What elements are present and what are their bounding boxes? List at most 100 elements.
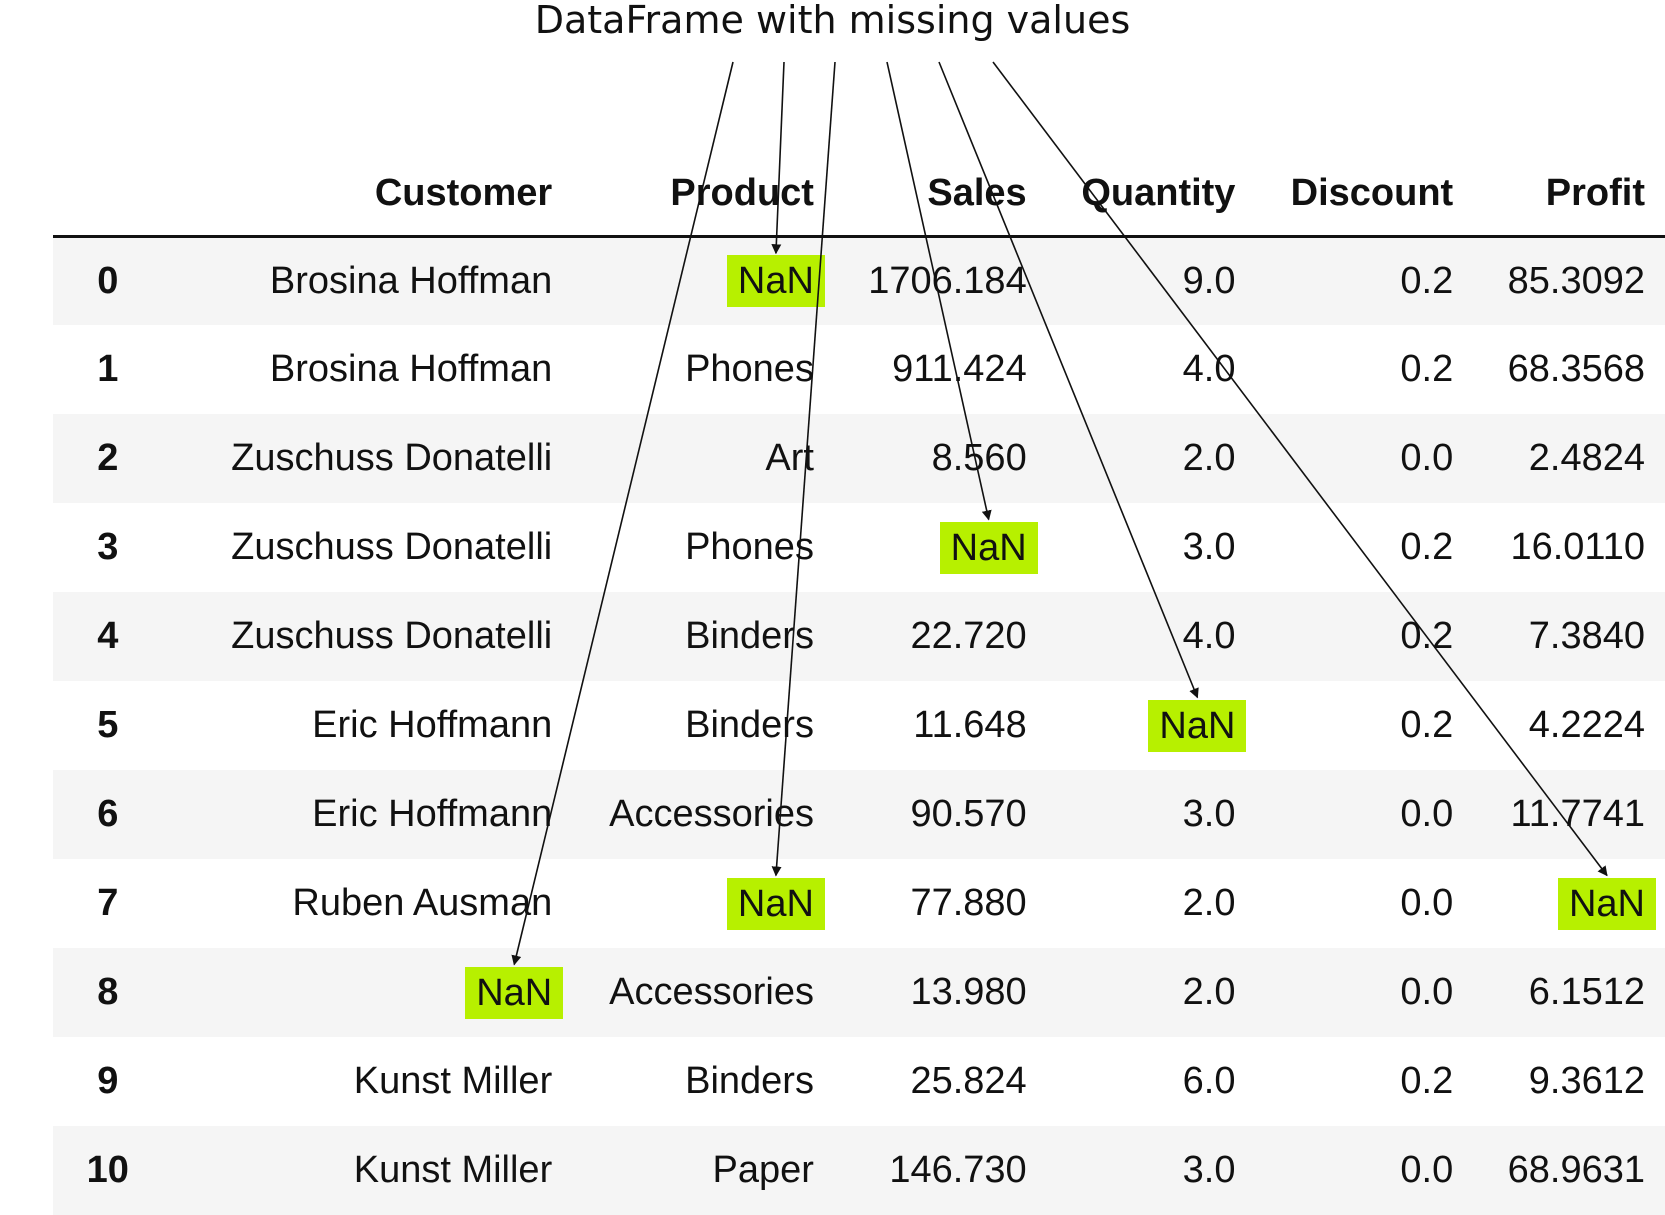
cell-product: Accessories — [609, 971, 814, 1013]
nan-highlight: NaN — [939, 521, 1038, 574]
cell-discount: 0.0 — [1400, 1149, 1454, 1191]
column-header-product: Product — [564, 152, 826, 238]
row-index: 1 — [97, 348, 119, 390]
table-row: 3 Zuschuss Donatelli Phones NaN 3.0 0.2 16.011… — [53, 503, 1665, 592]
cell-customer: Kunst Miller — [353, 1149, 553, 1191]
column-header-index — [53, 152, 163, 238]
cell-customer: Kunst Miller — [353, 1060, 553, 1102]
nan-highlight: NaN — [1557, 877, 1656, 930]
cell-sales: 77.880 — [910, 882, 1027, 924]
nan-highlight: NaN — [726, 255, 825, 308]
nan-highlight: NaN — [465, 966, 564, 1019]
cell-profit: 2.4824 — [1528, 437, 1645, 479]
table-row: 6 Eric Hoffmann Accessories 90.570 3.0 0.0 11.… — [53, 770, 1665, 859]
cell-quantity: 4.0 — [1182, 615, 1236, 657]
cell-sales: 90.570 — [910, 793, 1027, 835]
cell-customer: Zuschuss Donatelli — [231, 526, 553, 568]
nan-highlight: NaN — [726, 877, 825, 930]
row-index: 6 — [97, 793, 119, 835]
cell-quantity: 2.0 — [1182, 971, 1236, 1013]
cell-sales: 1706.184 — [868, 259, 1027, 302]
cell-profit: 68.9631 — [1507, 1149, 1645, 1191]
table-row: 8 NaN Accessories 13.980 2.0 0.0 6.1512 — [53, 948, 1665, 1037]
row-index: 9 — [97, 1060, 119, 1102]
dataframe-container: Customer Product Sales Quantity Discount… — [53, 152, 1665, 1215]
cell-product: Phones — [685, 348, 814, 390]
cell-quantity: 2.0 — [1182, 882, 1236, 924]
table-row: 2 Zuschuss Donatelli Art 8.560 2.0 0.0 2.4824 — [53, 414, 1665, 503]
cell-quantity: 4.0 — [1182, 348, 1236, 390]
dataframe-body: 0 Brosina Hoffman NaN 1706.184 9.0 0.2 85.3092… — [53, 236, 1665, 1215]
cell-discount: 0.0 — [1400, 793, 1454, 835]
cell-discount: 0.0 — [1400, 437, 1454, 479]
cell-profit: 68.3568 — [1507, 348, 1645, 390]
header-row: Customer Product Sales Quantity Discount… — [53, 152, 1665, 238]
cell-profit: 85.3092 — [1507, 259, 1645, 302]
cell-quantity: 3.0 — [1182, 1149, 1236, 1191]
table-row: 0 Brosina Hoffman NaN 1706.184 9.0 0.2 85.3092 — [53, 236, 1665, 325]
cell-product: Binders — [685, 1060, 814, 1102]
cell-sales: 911.424 — [892, 348, 1027, 390]
cell-product: Accessories — [609, 793, 814, 835]
cell-customer: Brosina Hoffman — [269, 348, 553, 390]
table-row: 4 Zuschuss Donatelli Binders 22.720 4.0 0.2 7.… — [53, 592, 1665, 681]
row-index: 2 — [97, 437, 119, 479]
cell-customer: Brosina Hoffman — [269, 259, 553, 302]
cell-profit: 4.2224 — [1528, 704, 1645, 746]
cell-product: Binders — [685, 704, 814, 746]
cell-product: NaN — [564, 859, 826, 948]
cell-quantity: NaN — [1039, 681, 1248, 770]
diagram-title: DataFrame with missing values — [534, 0, 1131, 42]
column-header-customer: Customer — [162, 152, 565, 238]
cell-customer: Zuschuss Donatelli — [231, 615, 553, 657]
cell-profit: NaN — [1465, 859, 1665, 948]
cell-customer: Eric Hoffmann — [312, 704, 553, 746]
cell-discount: 0.2 — [1400, 1060, 1454, 1102]
cell-profit: 7.3840 — [1528, 615, 1645, 657]
cell-sales: 11.648 — [913, 704, 1027, 746]
cell-sales: NaN — [826, 503, 1039, 592]
column-header-quantity: Quantity — [1038, 152, 1248, 238]
cell-customer: Eric Hoffmann — [312, 793, 553, 835]
cell-customer: Ruben Ausman — [292, 882, 553, 924]
cell-quantity: 3.0 — [1182, 526, 1236, 568]
cell-customer: Zuschuss Donatelli — [231, 437, 553, 479]
table-row: 9 Kunst Miller Binders 25.824 6.0 0.2 9.3612 — [53, 1037, 1665, 1126]
row-index: 3 — [97, 526, 119, 568]
cell-sales: 13.980 — [910, 971, 1027, 1013]
row-index: 7 — [97, 882, 119, 924]
cell-discount: 0.0 — [1400, 882, 1454, 924]
table-row: 1 Brosina Hoffman Phones 911.424 4.0 0.2 68.35… — [53, 325, 1665, 414]
nan-highlight: NaN — [1148, 699, 1247, 752]
cell-sales: 146.730 — [889, 1149, 1027, 1191]
column-header-profit: Profit — [1465, 152, 1665, 238]
row-index: 8 — [97, 971, 119, 1013]
table-row: 10 Kunst Miller Paper 146.730 3.0 0.0 68.9631 — [53, 1126, 1665, 1215]
cell-discount: 0.2 — [1400, 526, 1454, 568]
dataframe-table: Customer Product Sales Quantity Discount… — [53, 152, 1665, 1215]
cell-quantity: 3.0 — [1182, 793, 1236, 835]
cell-sales: 8.560 — [931, 437, 1027, 479]
cell-quantity: 6.0 — [1182, 1060, 1236, 1102]
cell-profit: 6.1512 — [1528, 971, 1645, 1013]
cell-discount: 0.2 — [1400, 615, 1454, 657]
cell-product: Binders — [685, 615, 814, 657]
table-row: 7 Ruben Ausman NaN 77.880 2.0 0.0 NaN — [53, 859, 1665, 948]
column-header-sales: Sales — [825, 152, 1039, 238]
cell-product: Phones — [685, 526, 814, 568]
cell-discount: 0.2 — [1400, 259, 1454, 302]
row-index: 0 — [97, 259, 119, 302]
column-header-discount: Discount — [1247, 152, 1466, 238]
dataframe-header: Customer Product Sales Quantity Discount… — [53, 152, 1665, 238]
cell-profit: 9.3612 — [1528, 1060, 1645, 1102]
cell-discount: 0.2 — [1400, 704, 1454, 746]
cell-product: Art — [765, 437, 814, 479]
table-row: 5 Eric Hoffmann Binders 11.648 NaN 0.2 4.2224 — [53, 681, 1665, 770]
cell-product: Paper — [712, 1149, 814, 1191]
cell-discount: 0.2 — [1400, 348, 1454, 390]
row-index: 10 — [86, 1149, 129, 1191]
cell-customer: NaN — [163, 948, 565, 1037]
cell-sales: 25.824 — [910, 1060, 1027, 1102]
cell-discount: 0.0 — [1400, 971, 1454, 1013]
cell-quantity: 2.0 — [1182, 437, 1236, 479]
